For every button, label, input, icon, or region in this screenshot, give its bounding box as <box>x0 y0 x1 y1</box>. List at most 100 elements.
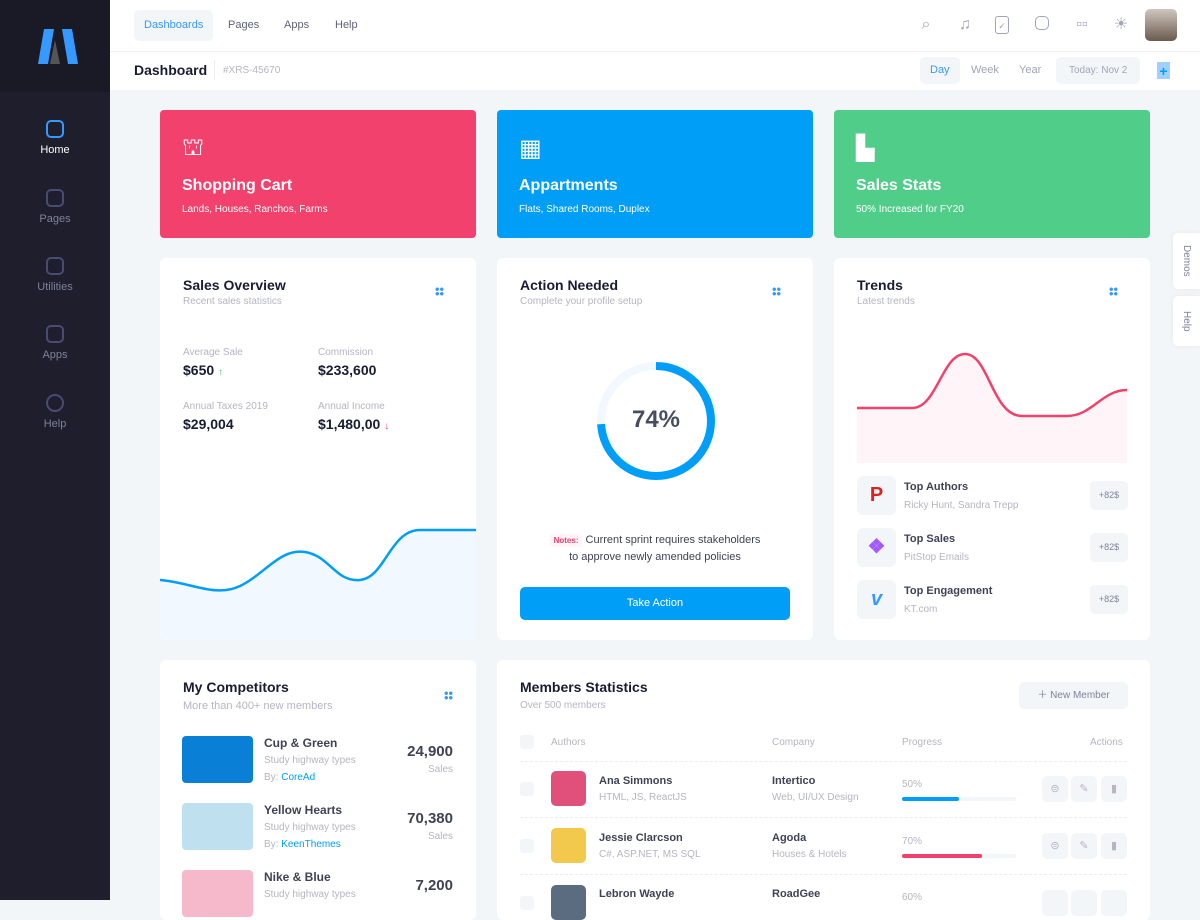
sun-icon[interactable]: ☀ <box>1113 16 1129 33</box>
menu-dots-icon[interactable] <box>435 287 444 296</box>
progress-ring <box>597 362 715 480</box>
search-icon[interactable]: ⌕ <box>921 16 931 33</box>
sidebar-item-apps[interactable]: Apps <box>0 325 110 361</box>
stat-card-appartments[interactable]: ▦ Appartments Flats, Shared Rooms, Duple… <box>497 110 813 238</box>
progress-fill <box>902 854 982 858</box>
member-name[interactable]: Ana Simmons <box>599 775 673 787</box>
nav-help[interactable]: Help <box>335 19 358 31</box>
sidebar-item-label: Home <box>40 144 70 156</box>
nav-dashboards[interactable]: Dashboards <box>134 10 214 41</box>
member-avatar <box>551 771 586 806</box>
card-subtitle: Complete your profile setup <box>520 296 643 307</box>
grid-icon[interactable]: ▫▫ <box>1076 16 1088 33</box>
select-all-checkbox[interactable] <box>520 735 534 749</box>
menu-dots-icon[interactable] <box>1109 287 1118 296</box>
add-file-icon[interactable]: + <box>1157 62 1170 79</box>
user-avatar[interactable] <box>1145 9 1177 41</box>
member-name[interactable]: Jessie Clarcson <box>599 832 683 844</box>
take-action-button[interactable]: Take Action <box>520 587 790 620</box>
sidebar-item-pages[interactable]: Pages <box>0 189 110 225</box>
trend-title: Top Engagement <box>904 585 993 597</box>
page-title: Dashboard <box>134 62 208 78</box>
trends-card: Trends Latest trends P Top Authors Ricky… <box>834 258 1150 640</box>
column-header[interactable]: Progress <box>902 737 943 748</box>
trend-badge: +82$ <box>1090 481 1128 510</box>
period-year[interactable]: Year <box>1019 64 1042 76</box>
edit-icon[interactable] <box>1071 890 1097 916</box>
menu-dots-icon[interactable] <box>772 287 781 296</box>
member-name[interactable]: Lebron Wayde <box>599 888 675 900</box>
competitor-image <box>182 803 253 850</box>
basket-icon: ⛫ <box>182 134 205 161</box>
member-skills: HTML, JS, ReactJS <box>599 792 687 803</box>
progress-label: 60% <box>902 892 923 903</box>
note-line: Current sprint requires stakeholders <box>585 534 761 546</box>
sidebar-item-help[interactable]: Help <box>0 394 110 430</box>
chat-icon[interactable] <box>1035 16 1049 30</box>
plus-icon: ＋ <box>1037 690 1048 701</box>
date-picker[interactable]: Today: Nov 2 <box>1056 57 1141 84</box>
competitor-author-link[interactable]: CoreAd <box>281 772 316 783</box>
home-icon <box>46 120 64 138</box>
competitor-name[interactable]: Cup & Green <box>264 736 338 750</box>
trash-icon[interactable]: ▮ <box>1101 776 1127 802</box>
card-subtitle: More than 400+ new members <box>183 700 333 712</box>
trend-subtitle: PitStop Emails <box>904 552 970 563</box>
progress-bar <box>902 854 1016 858</box>
toggle-icon[interactable]: ⊜ <box>1042 776 1068 802</box>
card-title: Members Statistics <box>520 679 648 695</box>
bell-icon[interactable]: ♫ <box>959 16 971 33</box>
subheader: Dashboard #XRS-45670 Day Week Year Today… <box>110 52 1200 90</box>
row-checkbox[interactable] <box>520 782 534 796</box>
competitor-value: 7,200 <box>415 877 453 894</box>
trend-title: Top Authors <box>904 481 969 493</box>
trend-title: Top Sales <box>904 533 956 545</box>
member-company: Intertico <box>772 775 816 787</box>
logo[interactable] <box>0 0 110 92</box>
competitor-author-link[interactable]: KeenThemes <box>281 839 341 850</box>
competitor-value: 24,900 <box>407 743 453 760</box>
sidebar-item-home[interactable]: Home <box>0 120 110 156</box>
stat-card-shopping[interactable]: ⛫ Shopping Cart Lands, Houses, Ranchos, … <box>160 110 476 238</box>
edit-icon[interactable]: ✎ <box>1071 776 1097 802</box>
row-checkbox[interactable] <box>520 839 534 853</box>
sidebar-item-label: Utilities <box>37 281 73 293</box>
trends-area-chart <box>857 352 1127 463</box>
toggle-icon[interactable]: ⊜ <box>1042 833 1068 859</box>
new-member-button[interactable]: ＋ New Member <box>1019 682 1128 709</box>
metric-value-text: $1,480,00 <box>318 416 381 432</box>
vimeo-icon: v <box>857 580 896 619</box>
member-avatar <box>551 885 586 920</box>
demos-tab[interactable]: Demos <box>1173 233 1200 289</box>
card-subtitle: Latest trends <box>857 296 915 307</box>
member-company: RoadGee <box>772 888 821 900</box>
trash-icon[interactable]: ▮ <box>1101 833 1127 859</box>
toggle-icon[interactable] <box>1042 890 1068 916</box>
page-id: #XRS-45670 <box>223 65 281 76</box>
card-title: Trends <box>857 277 903 293</box>
metric-label: Average Sale <box>183 347 243 358</box>
nav-apps[interactable]: Apps <box>284 19 310 31</box>
column-header[interactable]: Company <box>772 737 815 748</box>
competitor-desc: Study highway types <box>264 755 356 766</box>
clipboard-icon[interactable]: ✓ <box>995 16 1009 34</box>
competitor-name[interactable]: Yellow Hearts <box>264 803 343 817</box>
trash-icon[interactable] <box>1101 890 1127 916</box>
competitor-name[interactable]: Nike & Blue <box>264 870 331 884</box>
nav-pages[interactable]: Pages <box>228 19 260 31</box>
help-tab[interactable]: Help <box>1173 296 1200 346</box>
sidebar-item-label: Pages <box>39 213 71 225</box>
bar-chart-icon: ▙ <box>856 135 875 162</box>
period-week[interactable]: Week <box>971 64 999 76</box>
edit-icon[interactable]: ✎ <box>1071 833 1097 859</box>
stat-card-sales[interactable]: ▙ Sales Stats 50% Increased for FY20 <box>834 110 1150 238</box>
card-subtitle: Over 500 members <box>520 700 606 711</box>
row-checkbox[interactable] <box>520 896 534 910</box>
competitor-image <box>182 870 253 917</box>
note-line: to approve newly amended policies <box>569 551 741 563</box>
sidebar-item-utilities[interactable]: Utilities <box>0 257 110 293</box>
menu-dots-icon[interactable] <box>444 691 453 700</box>
stat-title: Shopping Cart <box>182 177 293 194</box>
column-header[interactable]: Authors <box>551 737 586 748</box>
period-day[interactable]: Day <box>920 57 960 84</box>
